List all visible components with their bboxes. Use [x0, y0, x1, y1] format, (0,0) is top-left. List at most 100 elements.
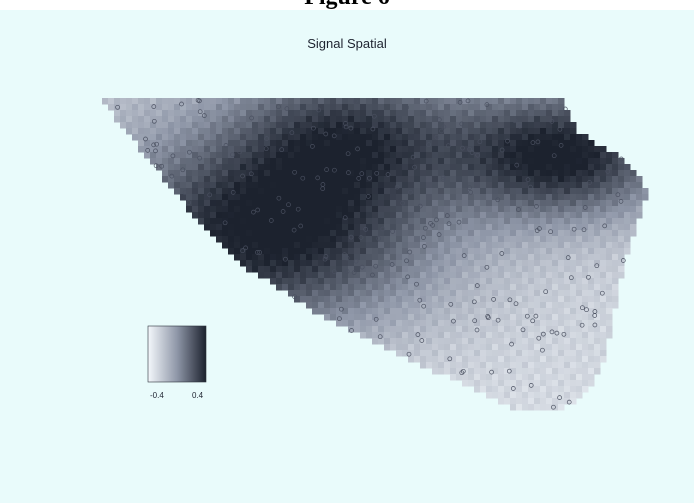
heatmap-cell	[462, 224, 469, 231]
heatmap-cell	[336, 272, 343, 279]
heatmap-cell	[384, 308, 391, 315]
heatmap-cell	[420, 194, 427, 201]
sample-point	[353, 258, 359, 264]
heatmap-cell	[426, 290, 433, 297]
heatmap-cell	[588, 242, 595, 249]
heatmap-cell	[306, 272, 313, 279]
heatmap-cell	[168, 104, 175, 111]
heatmap-cell	[606, 290, 613, 297]
heatmap-cell	[210, 206, 217, 213]
heatmap-cell	[546, 260, 553, 267]
heatmap-cell	[420, 212, 427, 219]
heatmap-cell	[522, 164, 529, 171]
heatmap-cell	[594, 278, 601, 285]
heatmap-cell	[342, 206, 349, 213]
heatmap-cell	[432, 116, 439, 123]
heatmap-cell	[378, 302, 385, 309]
heatmap-cell	[270, 152, 277, 159]
heatmap-cell	[606, 242, 613, 249]
heatmap-cell	[258, 272, 265, 279]
heatmap-cell	[576, 356, 583, 363]
heatmap-cell	[204, 98, 211, 105]
heatmap-cell	[396, 140, 403, 147]
heatmap-cell	[564, 140, 571, 147]
heatmap-cell	[522, 308, 529, 315]
heatmap-cell	[546, 374, 553, 381]
heatmap-cell	[546, 266, 553, 273]
heatmap-cell	[138, 134, 145, 141]
heatmap-cell	[354, 176, 361, 183]
heatmap-cell	[582, 194, 589, 201]
heatmap-cell	[552, 398, 559, 405]
heatmap-cell	[570, 380, 577, 387]
heatmap-cell	[612, 284, 619, 291]
heatmap-cell	[312, 254, 319, 261]
heatmap-cell	[354, 200, 361, 207]
sample-point	[562, 106, 568, 112]
heatmap-cell	[138, 98, 145, 105]
heatmap-cell	[336, 296, 343, 303]
heatmap-cell	[354, 296, 361, 303]
heatmap-cell	[528, 260, 535, 267]
heatmap-cell	[582, 326, 589, 333]
heatmap-cell	[420, 326, 427, 333]
heatmap-cell	[564, 278, 571, 285]
heatmap-cell	[354, 206, 361, 213]
heatmap-cell	[414, 128, 421, 135]
heatmap-cell	[372, 224, 379, 231]
heatmap-cell	[210, 230, 217, 237]
heatmap-cell	[276, 224, 283, 231]
heatmap-cell	[576, 314, 583, 321]
sample-point	[568, 275, 574, 281]
heatmap-cell	[564, 110, 571, 117]
heatmap-cell	[402, 248, 409, 255]
heatmap-cell	[504, 350, 511, 357]
heatmap-cell	[450, 110, 457, 117]
heatmap-cell	[504, 290, 511, 297]
heatmap-cell	[222, 164, 229, 171]
sample-point	[506, 368, 512, 374]
heatmap-cell	[528, 242, 535, 249]
heatmap-cell	[372, 116, 379, 123]
heatmap-cell	[312, 278, 319, 285]
heatmap-cell	[192, 158, 199, 165]
heatmap-cell	[348, 308, 355, 315]
heatmap-cell	[516, 290, 523, 297]
sample-point	[469, 150, 475, 155]
heatmap-cell	[444, 242, 451, 249]
heatmap-cell	[282, 206, 289, 213]
heatmap-cell	[318, 152, 325, 159]
heatmap-cell	[354, 248, 361, 255]
heatmap-cell	[528, 284, 535, 291]
heatmap-cell	[420, 122, 427, 129]
heatmap-cell	[336, 302, 343, 309]
heatmap-cell	[450, 176, 457, 183]
heatmap-cell	[408, 236, 415, 243]
heatmap-cell	[426, 350, 433, 357]
heatmap-cell	[456, 278, 463, 285]
heatmap-cell	[582, 284, 589, 291]
heatmap-cell	[330, 146, 337, 153]
heatmap-cell	[468, 140, 475, 147]
heatmap-cell	[378, 104, 385, 111]
heatmap-cell	[414, 302, 421, 309]
heatmap-cell	[498, 236, 505, 243]
sample-point	[343, 124, 349, 130]
heatmap-cell	[546, 284, 553, 291]
heatmap-cell	[606, 314, 613, 321]
heatmap-cell	[414, 254, 421, 261]
heatmap-cell	[516, 296, 523, 303]
heatmap-cell	[576, 326, 583, 333]
heatmap-cell	[234, 164, 241, 171]
heatmap-cell	[294, 98, 301, 105]
heatmap-cell	[474, 158, 481, 165]
heatmap-cell	[612, 296, 619, 303]
heatmap-cell	[582, 266, 589, 273]
heatmap-cell	[540, 254, 547, 261]
sample-point	[331, 269, 337, 275]
heatmap-cell	[510, 104, 517, 111]
heatmap-cell	[624, 248, 631, 255]
heatmap-cell	[438, 350, 445, 357]
heatmap-cell	[438, 278, 445, 285]
heatmap-cell	[594, 368, 601, 375]
